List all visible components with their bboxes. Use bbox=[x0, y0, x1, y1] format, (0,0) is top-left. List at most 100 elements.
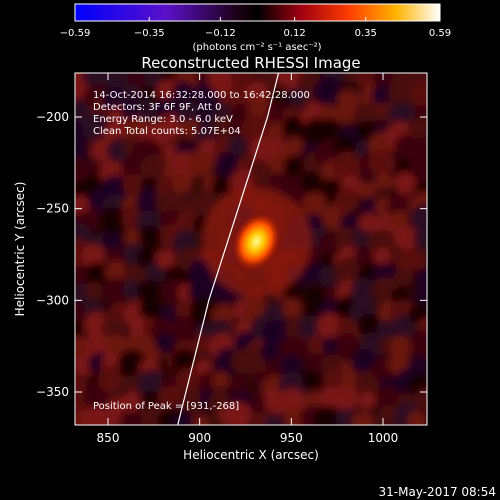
x-tick-label: 950 bbox=[280, 431, 303, 445]
y-tick-label: −200 bbox=[36, 110, 69, 124]
noise-blob bbox=[188, 151, 214, 177]
noise-blob bbox=[408, 116, 427, 140]
noise-blob bbox=[283, 136, 304, 157]
noise-blob bbox=[269, 172, 289, 192]
noise-blob bbox=[389, 210, 410, 231]
noise-blob bbox=[106, 333, 127, 354]
noise-blob bbox=[413, 226, 427, 249]
noise-blob bbox=[172, 81, 195, 104]
noise-blob bbox=[137, 99, 159, 121]
noise-blob bbox=[223, 401, 253, 425]
noise-blob bbox=[317, 265, 340, 287]
noise-blob bbox=[83, 384, 109, 410]
noise-blob bbox=[374, 172, 394, 191]
noise-blob bbox=[335, 332, 359, 356]
y-tick-label: −300 bbox=[36, 293, 69, 307]
y-axis-label: Heliocentric Y (arcsec) bbox=[13, 182, 27, 317]
noise-blob bbox=[156, 113, 185, 141]
noise-blob bbox=[406, 410, 427, 425]
noise-blob bbox=[138, 296, 162, 320]
noise-blob bbox=[211, 371, 230, 390]
noise-blob bbox=[155, 189, 183, 217]
noise-blob bbox=[192, 413, 212, 425]
noise-blob bbox=[104, 277, 132, 305]
colorbar-tick-label: −0.35 bbox=[134, 28, 165, 39]
noise-blob bbox=[82, 405, 112, 425]
solar-limb-line bbox=[177, 73, 280, 425]
noise-blob bbox=[354, 103, 378, 127]
noise-blob bbox=[279, 354, 303, 378]
noise-blob bbox=[119, 390, 142, 413]
noise-blob bbox=[407, 355, 427, 376]
noise-blob bbox=[268, 121, 288, 141]
noise-blob bbox=[410, 81, 427, 110]
noise-blob bbox=[414, 386, 427, 411]
colorbar-tick-label: 0.35 bbox=[355, 28, 377, 39]
noise-blob bbox=[104, 409, 123, 425]
noise-blob bbox=[283, 156, 303, 176]
noise-blob bbox=[411, 137, 427, 157]
x-tick-label: 850 bbox=[97, 431, 120, 445]
footer-timestamp: 31-May-2017 08:54 bbox=[379, 485, 496, 499]
noise-blob bbox=[175, 367, 201, 393]
colorbar-tick-label: 0.59 bbox=[429, 28, 451, 39]
noise-blob bbox=[333, 257, 364, 288]
noise-blob bbox=[229, 376, 250, 396]
noise-blob bbox=[334, 387, 359, 412]
noise-blob bbox=[282, 116, 307, 141]
noise-blob bbox=[144, 73, 164, 88]
x-axis-label: Heliocentric X (arcsec) bbox=[183, 448, 319, 462]
chart-title: Reconstructed RHESSI Image bbox=[141, 54, 360, 72]
noise-blob bbox=[319, 233, 339, 253]
noise-blob bbox=[334, 102, 356, 125]
noise-blob bbox=[394, 133, 420, 160]
noise-blob bbox=[100, 73, 130, 89]
noise-blob bbox=[302, 191, 330, 219]
noise-blob bbox=[393, 171, 418, 196]
noise-blob bbox=[358, 391, 377, 410]
noise-blob bbox=[415, 267, 427, 291]
noise-blob bbox=[357, 180, 378, 201]
noise-blob bbox=[137, 279, 160, 302]
noise-blob bbox=[313, 405, 342, 425]
noise-blob bbox=[211, 175, 234, 198]
noise-blob bbox=[137, 369, 166, 398]
noise-blob bbox=[107, 247, 126, 266]
noise-blob bbox=[377, 385, 401, 410]
noise-blob bbox=[350, 277, 376, 304]
noise-blob bbox=[101, 174, 129, 203]
noise-blob bbox=[358, 212, 379, 234]
noise-blob bbox=[407, 249, 427, 271]
colorbar-tick-label: −0.59 bbox=[60, 28, 91, 39]
noise-blob bbox=[408, 152, 427, 182]
noise-blob bbox=[373, 73, 393, 88]
noise-blob bbox=[84, 208, 103, 227]
noise-blob bbox=[394, 267, 414, 287]
colorbar-tick-label: 0.12 bbox=[283, 28, 305, 39]
noise-blob bbox=[180, 389, 205, 414]
noise-blob bbox=[228, 134, 249, 156]
annotation-time-range: 14-Oct-2014 16:32:28.000 to 16:42:28.000 bbox=[93, 90, 310, 101]
noise-blob bbox=[172, 173, 194, 196]
noise-blob bbox=[373, 247, 393, 267]
noise-blob bbox=[313, 77, 343, 106]
plot-frame bbox=[74, 72, 428, 426]
noise-blob bbox=[288, 87, 308, 107]
noise-blob bbox=[334, 188, 359, 213]
noise-blob bbox=[85, 331, 115, 361]
noise-blob bbox=[307, 334, 329, 356]
noise-blob bbox=[368, 149, 396, 178]
noise-blob bbox=[138, 225, 161, 248]
noise-blob bbox=[128, 319, 148, 339]
noise-blob bbox=[122, 280, 143, 300]
noise-blob bbox=[82, 73, 105, 88]
noise-blob bbox=[413, 287, 427, 307]
noise-blob bbox=[334, 226, 358, 251]
annotation-clean-counts: Clean Total counts: 5.07E+04 bbox=[93, 126, 241, 137]
noise-blob bbox=[350, 349, 378, 376]
y-tick-label: −250 bbox=[36, 202, 69, 216]
noise-blob bbox=[102, 231, 123, 252]
noise-blob bbox=[154, 333, 176, 354]
noise-blob bbox=[214, 151, 242, 179]
noise-blob bbox=[75, 138, 89, 163]
